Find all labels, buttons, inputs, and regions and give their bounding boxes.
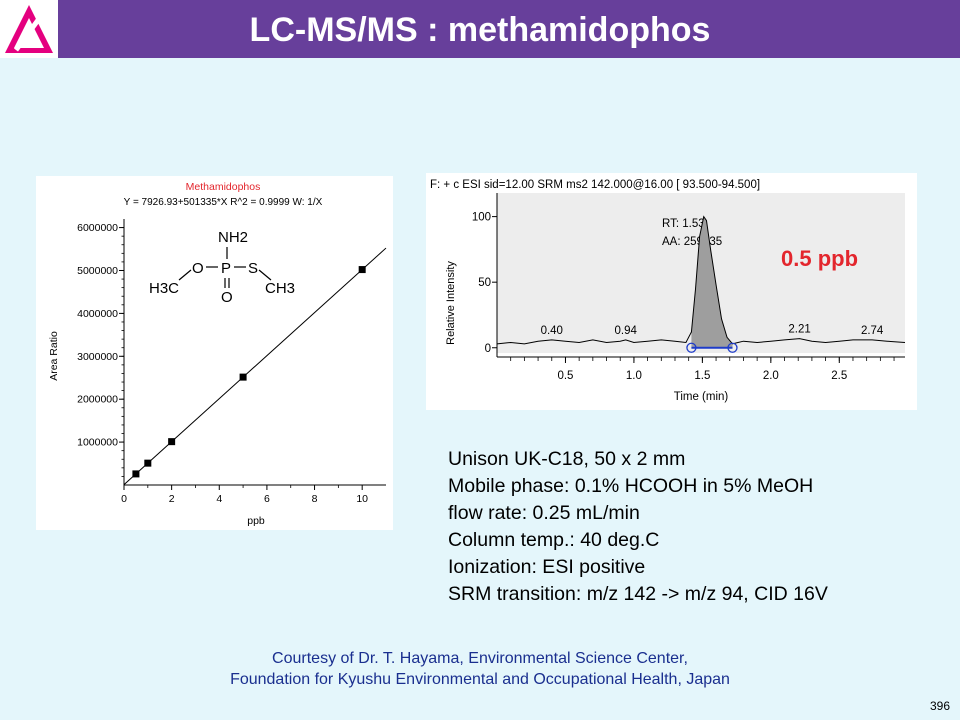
structure-nh2: NH2 (218, 229, 248, 246)
analytical-conditions: Unison UK-C18, 50 x 2 mm Mobile phase: 0… (448, 446, 948, 608)
x-tick-label: 1.5 (694, 370, 710, 382)
condition-srm-transition: SRM transition: m/z 142 -> m/z 94, CID 1… (448, 583, 828, 605)
slide-title: LC-MS/MS : methamidophos (249, 11, 711, 49)
chromatogram-panel: F: + c ESI sid=12.00 SRM ms2 142.000@16.… (426, 173, 917, 410)
peak-area-label: AA: 259335 (662, 236, 722, 248)
structure-o-single: O (192, 260, 204, 277)
structure-p: P (221, 260, 231, 277)
concentration-label: 0.5 ppb (781, 246, 858, 271)
x-tick-label: 4 (216, 493, 222, 505)
condition-column: Unison UK-C18, 50 x 2 mm (448, 448, 686, 470)
y-tick-label: 50 (478, 277, 491, 289)
y-tick-label: 1000000 (77, 437, 118, 449)
x-tick-label: 0.5 (557, 370, 573, 382)
x-tick-label: 2 (169, 493, 175, 505)
x-tick-label: 6 (264, 493, 270, 505)
structure-s: S (248, 260, 258, 277)
peak-start-marker (686, 342, 697, 353)
x-axis-label: ppb (247, 515, 265, 527)
y-tick-label: 0 (485, 343, 491, 355)
x-tick-label: 2.0 (763, 370, 779, 382)
calibration-point (358, 266, 366, 274)
condition-column-temp: Column temp.: 40 deg.C (448, 529, 660, 551)
peak-annotation: 2.21 (788, 324, 810, 336)
structure-ch3: CH3 (265, 280, 295, 297)
calibration-point (132, 470, 140, 478)
calibration-chart: Methamidophos Y = 7926.93+501335*X R^2 =… (48, 181, 387, 527)
methamidophos-structure: NH2 O P S H3C CH3 O (149, 229, 295, 306)
calibration-point (144, 459, 152, 467)
peak-annotation: 2.74 (861, 325, 884, 337)
y-tick-label: 100 (472, 212, 491, 224)
chromatogram-header: F: + c ESI sid=12.00 SRM ms2 142.000@16.… (430, 179, 760, 191)
peak-annotation: 0.94 (615, 325, 638, 337)
y-tick-label: 2000000 (77, 394, 118, 406)
y-tick-label: 4000000 (77, 308, 118, 320)
slide-header: LC-MS/MS : methamidophos (0, 0, 960, 58)
calibration-point (239, 373, 247, 381)
peak-area-fill (691, 216, 733, 348)
credit-note: Courtesy of Dr. T. Hayama, Environmental… (0, 648, 960, 690)
peak-end-marker (727, 342, 738, 353)
credit-line-2: Foundation for Kyushu Environmental and … (230, 671, 730, 688)
condition-flow-rate: flow rate: 0.25 mL/min (448, 502, 640, 524)
retention-time-label: RT: 1.53 (662, 218, 705, 230)
calibration-chart-panel: Methamidophos Y = 7926.93+501335*X R^2 =… (36, 176, 393, 530)
x-tick-label: 1.0 (626, 370, 642, 382)
x-tick-label: 0 (121, 493, 127, 505)
slide-number: 396 (929, 699, 950, 713)
condition-mobile-phase: Mobile phase: 0.1% HCOOH in 5% MeOH (448, 475, 814, 497)
chromatogram-trace (496, 215, 906, 345)
y-axis-label: Area Ratio (48, 331, 60, 381)
structure-h3c: H3C (149, 280, 179, 297)
structure-o-double: O (221, 289, 233, 306)
calibration-point (168, 438, 176, 446)
x-axis-label: Time (min) (674, 391, 729, 403)
condition-ionization: Ionization: ESI positive (448, 556, 646, 578)
x-tick-label: 2.5 (831, 370, 847, 382)
y-tick-label: 5000000 (77, 265, 118, 277)
peak-annotation: 0.40 (541, 325, 563, 337)
y-tick-label: 6000000 (77, 222, 118, 234)
chart-subtitle: Y = 7926.93+501335*X R^2 = 0.9999 W: 1/X (124, 197, 323, 208)
triangle-logo-icon (0, 0, 58, 58)
y-tick-label: 3000000 (77, 351, 118, 363)
chart-title: Methamidophos (186, 181, 261, 193)
x-tick-label: 8 (312, 493, 318, 505)
x-tick-label: 10 (356, 493, 368, 505)
fit-line (123, 247, 387, 486)
credit-line-1: Courtesy of Dr. T. Hayama, Environmental… (272, 650, 688, 667)
y-axis-label: Relative Intensity (445, 261, 457, 345)
chromatogram-chart: F: + c ESI sid=12.00 SRM ms2 142.000@16.… (430, 179, 906, 403)
